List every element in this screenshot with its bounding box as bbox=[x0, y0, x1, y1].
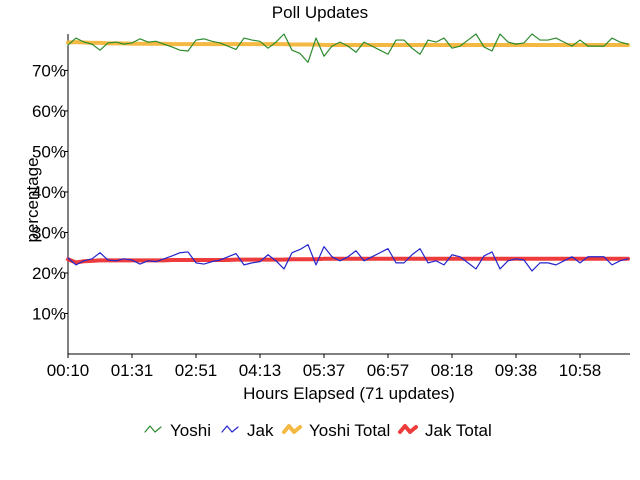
x-tick-label: 00:10 bbox=[47, 361, 90, 380]
x-tick-label: 10:58 bbox=[559, 361, 602, 380]
x-tick-label: 08:18 bbox=[431, 361, 474, 380]
legend-label: Yoshi Total bbox=[309, 421, 390, 440]
legend-swatch bbox=[282, 424, 302, 434]
series-line-yoshi bbox=[67, 33, 629, 63]
legend-item-jak: Jak bbox=[221, 421, 274, 440]
y-tick-label: 50% bbox=[32, 142, 66, 161]
legend-item-jak-total: Jak Total bbox=[398, 421, 492, 440]
x-tick-label: 01:31 bbox=[111, 361, 154, 380]
x-axis-label: Hours Elapsed (71 updates) bbox=[243, 384, 455, 403]
legend-label: Jak bbox=[247, 421, 274, 440]
legend-label: Yoshi bbox=[170, 421, 211, 440]
legend-item-yoshi-total: Yoshi Total bbox=[282, 421, 390, 440]
legend-item-yoshi: Yoshi bbox=[144, 421, 211, 440]
y-tick-label: 70% bbox=[32, 61, 66, 80]
y-tick-label: 60% bbox=[32, 102, 66, 121]
x-tick-label: 05:37 bbox=[303, 361, 346, 380]
series-line-yoshi-total bbox=[66, 40, 630, 47]
y-tick-label: 30% bbox=[32, 223, 66, 242]
x-tick-label: 02:51 bbox=[175, 361, 218, 380]
series-line-jak-total bbox=[66, 256, 630, 265]
y-axis-label: percentage bbox=[23, 157, 42, 242]
x-tick-label: 04:13 bbox=[239, 361, 282, 380]
legend-label: Jak Total bbox=[425, 421, 492, 440]
legend-swatch bbox=[221, 425, 239, 433]
plot-series bbox=[66, 33, 630, 272]
x-tick-label: 06:57 bbox=[367, 361, 410, 380]
legend: Yoshi Jak Yoshi Total Jak Total bbox=[144, 421, 492, 440]
legend-swatch bbox=[398, 424, 418, 434]
y-axis: 10% 20% 30% 40% 50% 60% 70% bbox=[32, 34, 69, 354]
legend-swatch bbox=[144, 425, 162, 433]
y-tick-label: 40% bbox=[32, 183, 66, 202]
chart-title: Poll Updates bbox=[272, 3, 368, 22]
x-tick-label: 09:38 bbox=[495, 361, 538, 380]
series-line-jak bbox=[67, 244, 629, 272]
y-tick-label: 20% bbox=[32, 264, 66, 283]
x-axis: 00:10 01:31 02:51 04:13 05:37 06:57 08:18 09:38… bbox=[47, 353, 630, 380]
y-tick-label: 10% bbox=[32, 304, 66, 323]
